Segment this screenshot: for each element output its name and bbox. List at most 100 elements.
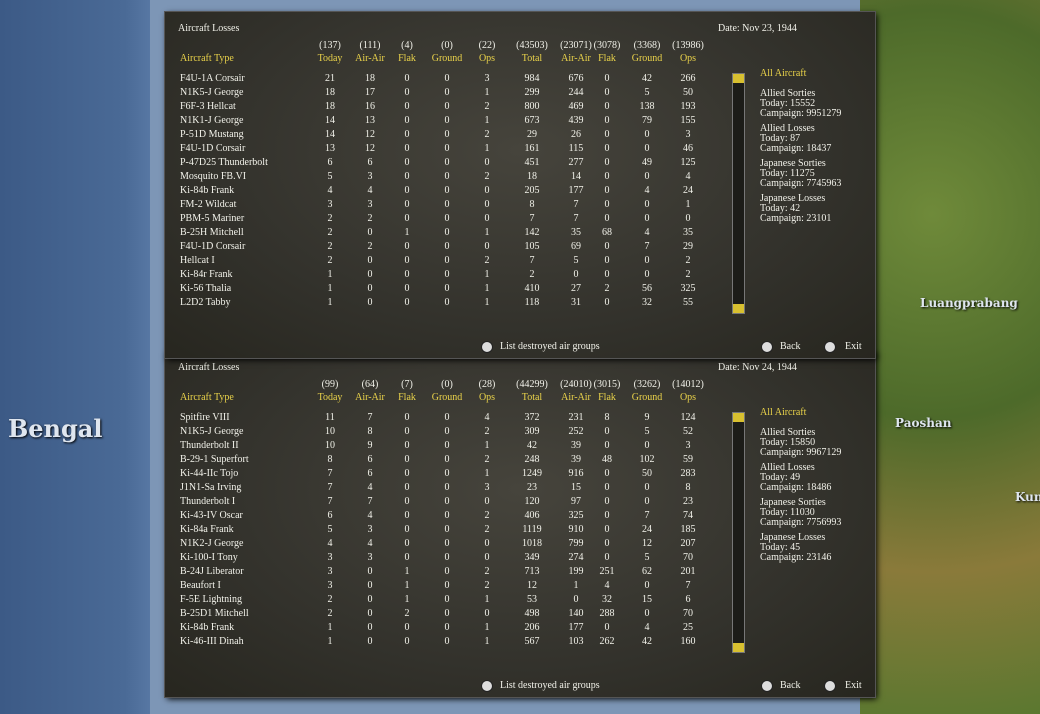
column-header[interactable]: Aircraft Type <box>180 392 234 403</box>
cell: 0 <box>444 87 450 98</box>
column-header[interactable]: Ops <box>679 53 697 64</box>
button[interactable]: Exit <box>845 341 862 352</box>
cell: 0 <box>404 622 410 633</box>
aircraft-type: B-29-1 Superfort <box>180 454 249 465</box>
cell: 155 <box>680 115 696 126</box>
scroll-down[interactable] <box>733 304 744 313</box>
cell: 0 <box>604 87 610 98</box>
cell: 7 <box>644 510 650 521</box>
cell: 3 <box>685 440 691 451</box>
sidebar-text: Allied Losses <box>760 123 815 134</box>
cell: 0 <box>404 129 410 140</box>
column-header[interactable]: Air-Air <box>561 53 591 64</box>
aircraft-type: J1N1-Sa Irving <box>180 482 242 493</box>
button-icon[interactable] <box>824 680 836 692</box>
column-header[interactable]: Total <box>521 53 543 64</box>
column-header[interactable]: Ground <box>431 392 463 403</box>
date: Date: Nov 24, 1944 <box>718 362 797 373</box>
cell: 2 <box>484 255 490 266</box>
cell: 2 <box>484 580 490 591</box>
cell: 0 <box>367 594 373 605</box>
sidebar-text[interactable]: All Aircraft <box>760 68 807 79</box>
cell: 916 <box>568 468 584 479</box>
cell: 0 <box>604 538 610 549</box>
cell: 673 <box>524 115 540 126</box>
column-header[interactable]: Flak <box>398 392 416 403</box>
cell: 0 <box>404 426 410 437</box>
button-icon[interactable] <box>761 680 773 692</box>
column-header[interactable]: Flak <box>598 53 616 64</box>
cell: 9 <box>367 440 373 451</box>
cell: 0 <box>404 185 410 196</box>
cell: 1 <box>484 269 490 280</box>
cell: 16 <box>365 101 375 112</box>
column-header[interactable]: Air-Air <box>561 392 591 403</box>
scroll-down[interactable] <box>733 643 744 652</box>
cell: 0 <box>367 566 373 577</box>
scroll-up[interactable] <box>733 413 744 422</box>
button[interactable]: Back <box>780 341 801 352</box>
column-header[interactable]: Ops <box>679 392 697 403</box>
button-icon[interactable] <box>481 341 493 353</box>
cell: 0 <box>604 241 610 252</box>
column-header[interactable]: Ops <box>478 53 496 64</box>
button-icon[interactable] <box>824 341 836 353</box>
scroll-up[interactable] <box>733 74 744 83</box>
scrollbar[interactable] <box>732 412 745 653</box>
column-header[interactable]: Ops <box>478 392 496 403</box>
column-header[interactable]: Ground <box>631 392 663 403</box>
aircraft-type: Ki-56 Thalia <box>180 283 232 294</box>
button-icon[interactable] <box>481 680 493 692</box>
column-header[interactable]: Air-Air <box>355 53 385 64</box>
button[interactable]: List destroyed air groups <box>500 680 600 691</box>
column-header[interactable]: Aircraft Type <box>180 53 234 64</box>
button[interactable]: Back <box>780 680 801 691</box>
cell: 0 <box>444 227 450 238</box>
aircraft-type: P-47D25 Thunderbolt <box>180 157 268 168</box>
button-icon[interactable] <box>761 341 773 353</box>
sidebar-text: Campaign: 9951279 <box>760 108 842 119</box>
aircraft-type: Ki-100-I Tony <box>180 552 238 563</box>
cell: 2 <box>327 213 333 224</box>
column-header[interactable]: Air-Air <box>355 392 385 403</box>
column-header[interactable]: Today <box>317 53 343 64</box>
aircraft-type: Beaufort I <box>180 580 221 591</box>
sidebar-text[interactable]: All Aircraft <box>760 407 807 418</box>
cell: 0 <box>604 185 610 196</box>
column-header[interactable]: Flak <box>398 53 416 64</box>
map-land <box>860 0 1040 714</box>
cell: 1119 <box>522 524 542 535</box>
button[interactable]: List destroyed air groups <box>500 341 600 352</box>
cell: 451 <box>524 157 540 168</box>
cell: 0 <box>484 157 490 168</box>
column-header[interactable]: Total <box>521 392 543 403</box>
sidebar-text: Japanese Sorties <box>760 497 826 508</box>
column-total: (24010) <box>560 379 592 390</box>
cell: 0 <box>444 412 450 423</box>
cell: 2 <box>529 269 535 280</box>
cell: 1 <box>685 199 691 210</box>
column-header[interactable]: Ground <box>431 53 463 64</box>
column-header[interactable]: Flak <box>598 392 616 403</box>
map-label: Luangprabang <box>920 296 1018 310</box>
column-header[interactable]: Today <box>317 392 343 403</box>
sidebar-text: Allied Losses <box>760 462 815 473</box>
cell: 8 <box>604 412 610 423</box>
cell: 1 <box>404 594 410 605</box>
cell: 39 <box>571 440 581 451</box>
column-total: (44299) <box>516 379 548 390</box>
aircraft-type: Mosquito FB.VI <box>180 171 247 182</box>
button[interactable]: Exit <box>845 680 862 691</box>
cell: 567 <box>524 636 540 647</box>
cell: 4 <box>644 622 650 633</box>
column-total: (22) <box>478 40 496 51</box>
cell: 42 <box>527 440 537 451</box>
column-header[interactable]: Ground <box>631 53 663 64</box>
column-total: (13986) <box>672 40 704 51</box>
cell: 0 <box>573 269 579 280</box>
cell: 0 <box>604 213 610 224</box>
cell: 0 <box>444 496 450 507</box>
scrollbar[interactable] <box>732 73 745 314</box>
cell: 9 <box>644 412 650 423</box>
